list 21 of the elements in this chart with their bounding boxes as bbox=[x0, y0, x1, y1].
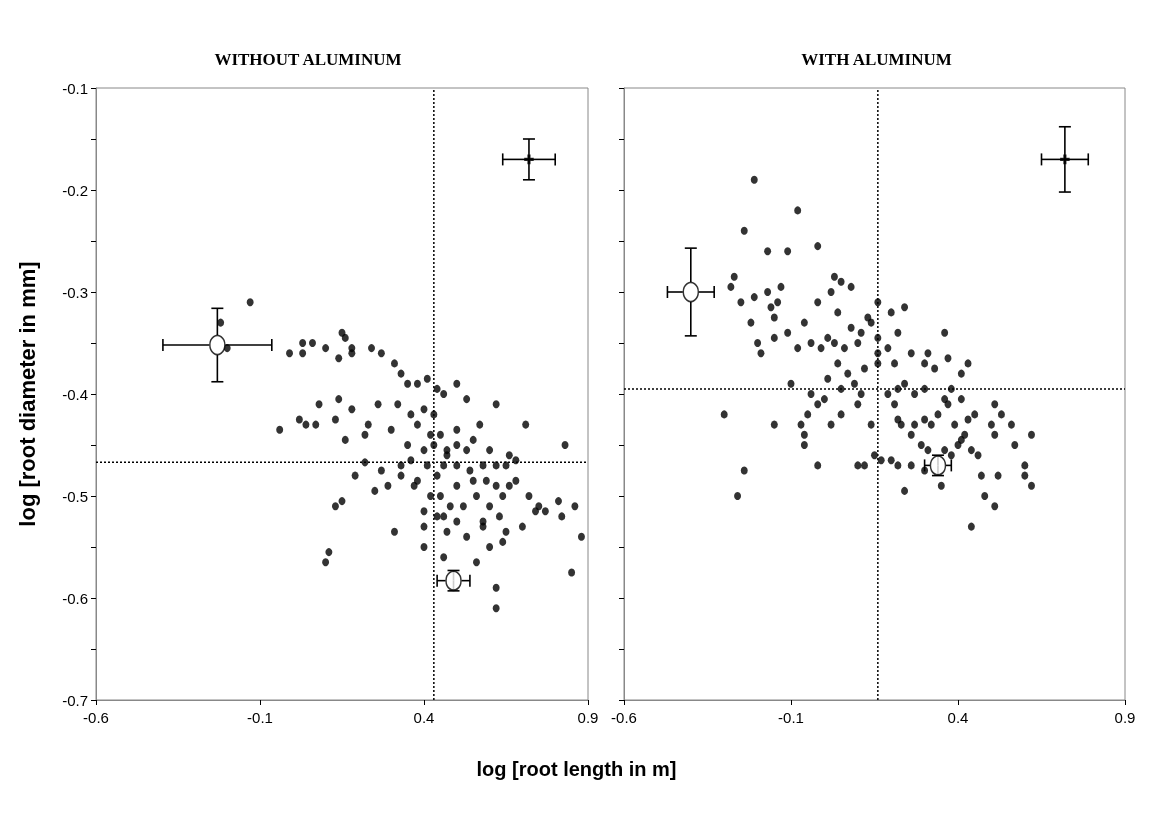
chart-title: WITHOUT ALUMINUM bbox=[214, 50, 402, 69]
y-tick-label: -0.6 bbox=[62, 589, 88, 607]
x-tick-label: 0.4 bbox=[413, 709, 435, 726]
y-tick-label: -0.5 bbox=[62, 487, 88, 505]
point bbox=[524, 154, 534, 165]
x-tick-label: -0.1 bbox=[247, 709, 273, 726]
x-tick-label: 0.9 bbox=[577, 709, 599, 726]
y-axis-title: log [root diameter in mm] bbox=[14, 261, 40, 527]
x-tick-label: 0.9 bbox=[1114, 709, 1136, 726]
y-tick-label: -0.4 bbox=[62, 385, 88, 403]
point bbox=[209, 334, 226, 356]
y-tick-label: -0.7 bbox=[62, 691, 88, 709]
x-tick-label: -0.6 bbox=[611, 709, 637, 726]
y-tick-label: -0.3 bbox=[62, 283, 88, 301]
y-tick-label: -0.2 bbox=[62, 181, 88, 199]
x-axis-title: log [root length in m] bbox=[475, 758, 678, 781]
chart-title: WITH ALUMINUM bbox=[801, 50, 952, 69]
x-tick-label: 0.4 bbox=[947, 709, 969, 726]
x-tick-label: -0.1 bbox=[778, 709, 804, 726]
x-tick-label: -0.6 bbox=[83, 709, 109, 726]
y-tick-label: -0.1 bbox=[62, 79, 88, 97]
